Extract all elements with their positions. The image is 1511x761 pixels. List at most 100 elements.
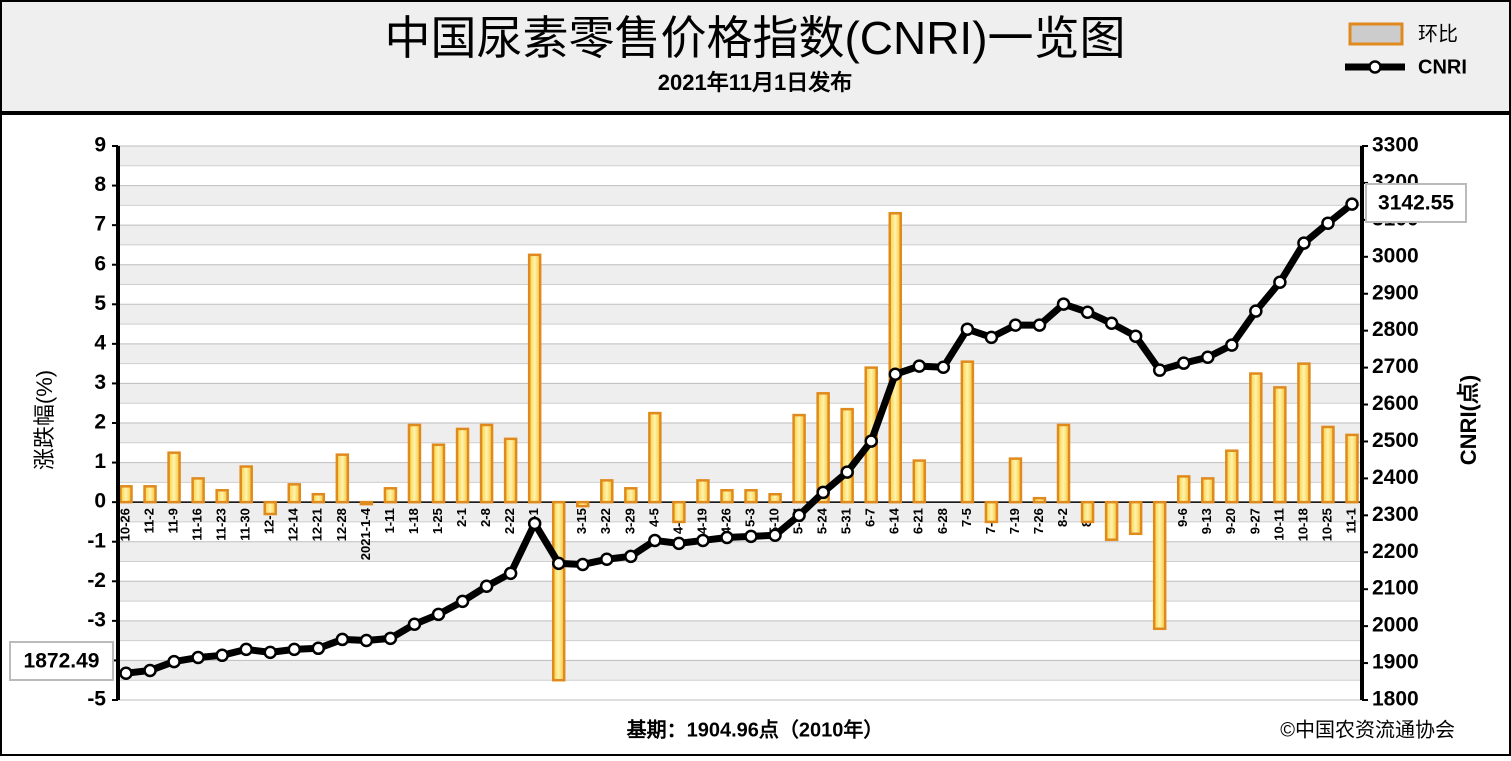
grid-band [118,541,1362,562]
bar [1249,372,1263,504]
y-tick-label: 6 [94,252,106,275]
chart-subtitle: 2021年11月1日发布 [658,70,852,95]
x-tick-label: 1-18 [406,508,421,534]
bar [1297,362,1311,504]
x-tick-label: 10-26 [117,508,132,541]
grid-band [118,304,1362,325]
x-tick-label: 12-14 [286,507,301,541]
y-tick-label: -3 [87,608,106,631]
bar [1008,457,1023,504]
bar [287,483,302,504]
y-tick-label: 7 [94,213,106,236]
bar [744,489,758,504]
cnri-point [143,663,157,678]
y2-tick-label: 2700 [1372,355,1419,378]
x-tick-label: 9-20 [1223,508,1238,534]
x-tick-label: 3-29 [622,508,637,534]
y2-tick-label: 2100 [1372,577,1419,600]
bar [407,423,422,504]
cnri-point [1080,305,1095,319]
x-tick-label: 11-16 [190,508,205,541]
source: ©中国农资流通协会 [1280,718,1455,741]
y-tick-label: 5 [94,292,106,315]
cnri-point [1249,304,1263,318]
bar [263,500,277,516]
x-tick-label: 2-8 [478,508,493,527]
grid-band [118,462,1362,483]
grid-band [118,660,1362,681]
bar [527,253,542,504]
x-tick-label: 6-28 [935,508,950,534]
cnri-point [888,367,903,381]
bar [383,487,398,504]
bar [1225,449,1239,504]
y2-tick-label: 2400 [1372,466,1419,489]
cnri-point [575,557,590,572]
x-tick-label: 10-18 [1295,508,1310,541]
grid-band [118,620,1362,641]
bar [768,492,782,504]
bar [600,479,614,504]
cnri-point [239,642,253,657]
bar [792,413,806,504]
grid-band [118,581,1362,602]
x-tick-label: 5-24 [815,507,830,534]
bar [840,407,854,504]
bar [1176,475,1191,504]
y-tick-label: 0 [94,490,106,513]
bar [1032,496,1047,504]
y2-tick-label: 2300 [1372,503,1419,526]
bar [888,212,903,504]
cnri-point [1104,316,1119,331]
y2-tick-label: 3300 [1372,134,1419,157]
cnri-point [1008,318,1023,332]
cnri-point [359,633,374,648]
x-tick-label: 1-25 [430,508,445,534]
cnri-point [984,330,999,345]
cnri-point [431,607,446,622]
cnri-point [672,536,686,551]
bar [503,437,518,504]
grid-band [118,383,1362,404]
x-tick-label: 11-23 [214,508,229,541]
y-tick-label: 2 [94,411,106,434]
y2-tick-label: 2800 [1372,318,1419,341]
base-note: 基期：1904.96点（2010年） [627,717,884,741]
cnri-point [311,641,326,656]
grid-band [118,146,1362,166]
x-tick-label: 5-3 [742,508,757,527]
grid-band [118,264,1362,285]
bar [960,360,975,504]
bar [720,489,734,504]
cnri-point [912,359,927,373]
header [2,2,1509,112]
bar [672,500,686,524]
cnri-point [792,508,806,523]
x-tick-label: 11-1 [1343,508,1358,533]
y-axis-title: 涨跌幅(%) [32,370,57,470]
cnri-point [600,552,614,567]
x-tick-label: 3-15 [574,508,589,534]
x-tick-label: 12-28 [334,508,349,541]
x-tick-label: 4-19 [694,508,709,534]
value-label: 1872.49 [24,650,100,673]
cnri-point [864,434,878,448]
cnri-point [1201,350,1215,365]
grid-band [118,225,1362,245]
bar [335,453,350,504]
bar [431,443,446,504]
cnri-point [191,650,205,665]
value-label-box [1365,183,1467,223]
x-tick-label: 9-13 [1199,508,1214,534]
bar [143,485,157,504]
bar [1104,500,1119,541]
bar [551,500,566,682]
grid-band [118,423,1362,443]
bar [648,411,662,504]
cnri-point [816,485,830,500]
bar [1056,423,1071,504]
cnri-point [1297,236,1311,250]
bar [455,427,470,504]
y-tick-label: 9 [94,134,106,157]
